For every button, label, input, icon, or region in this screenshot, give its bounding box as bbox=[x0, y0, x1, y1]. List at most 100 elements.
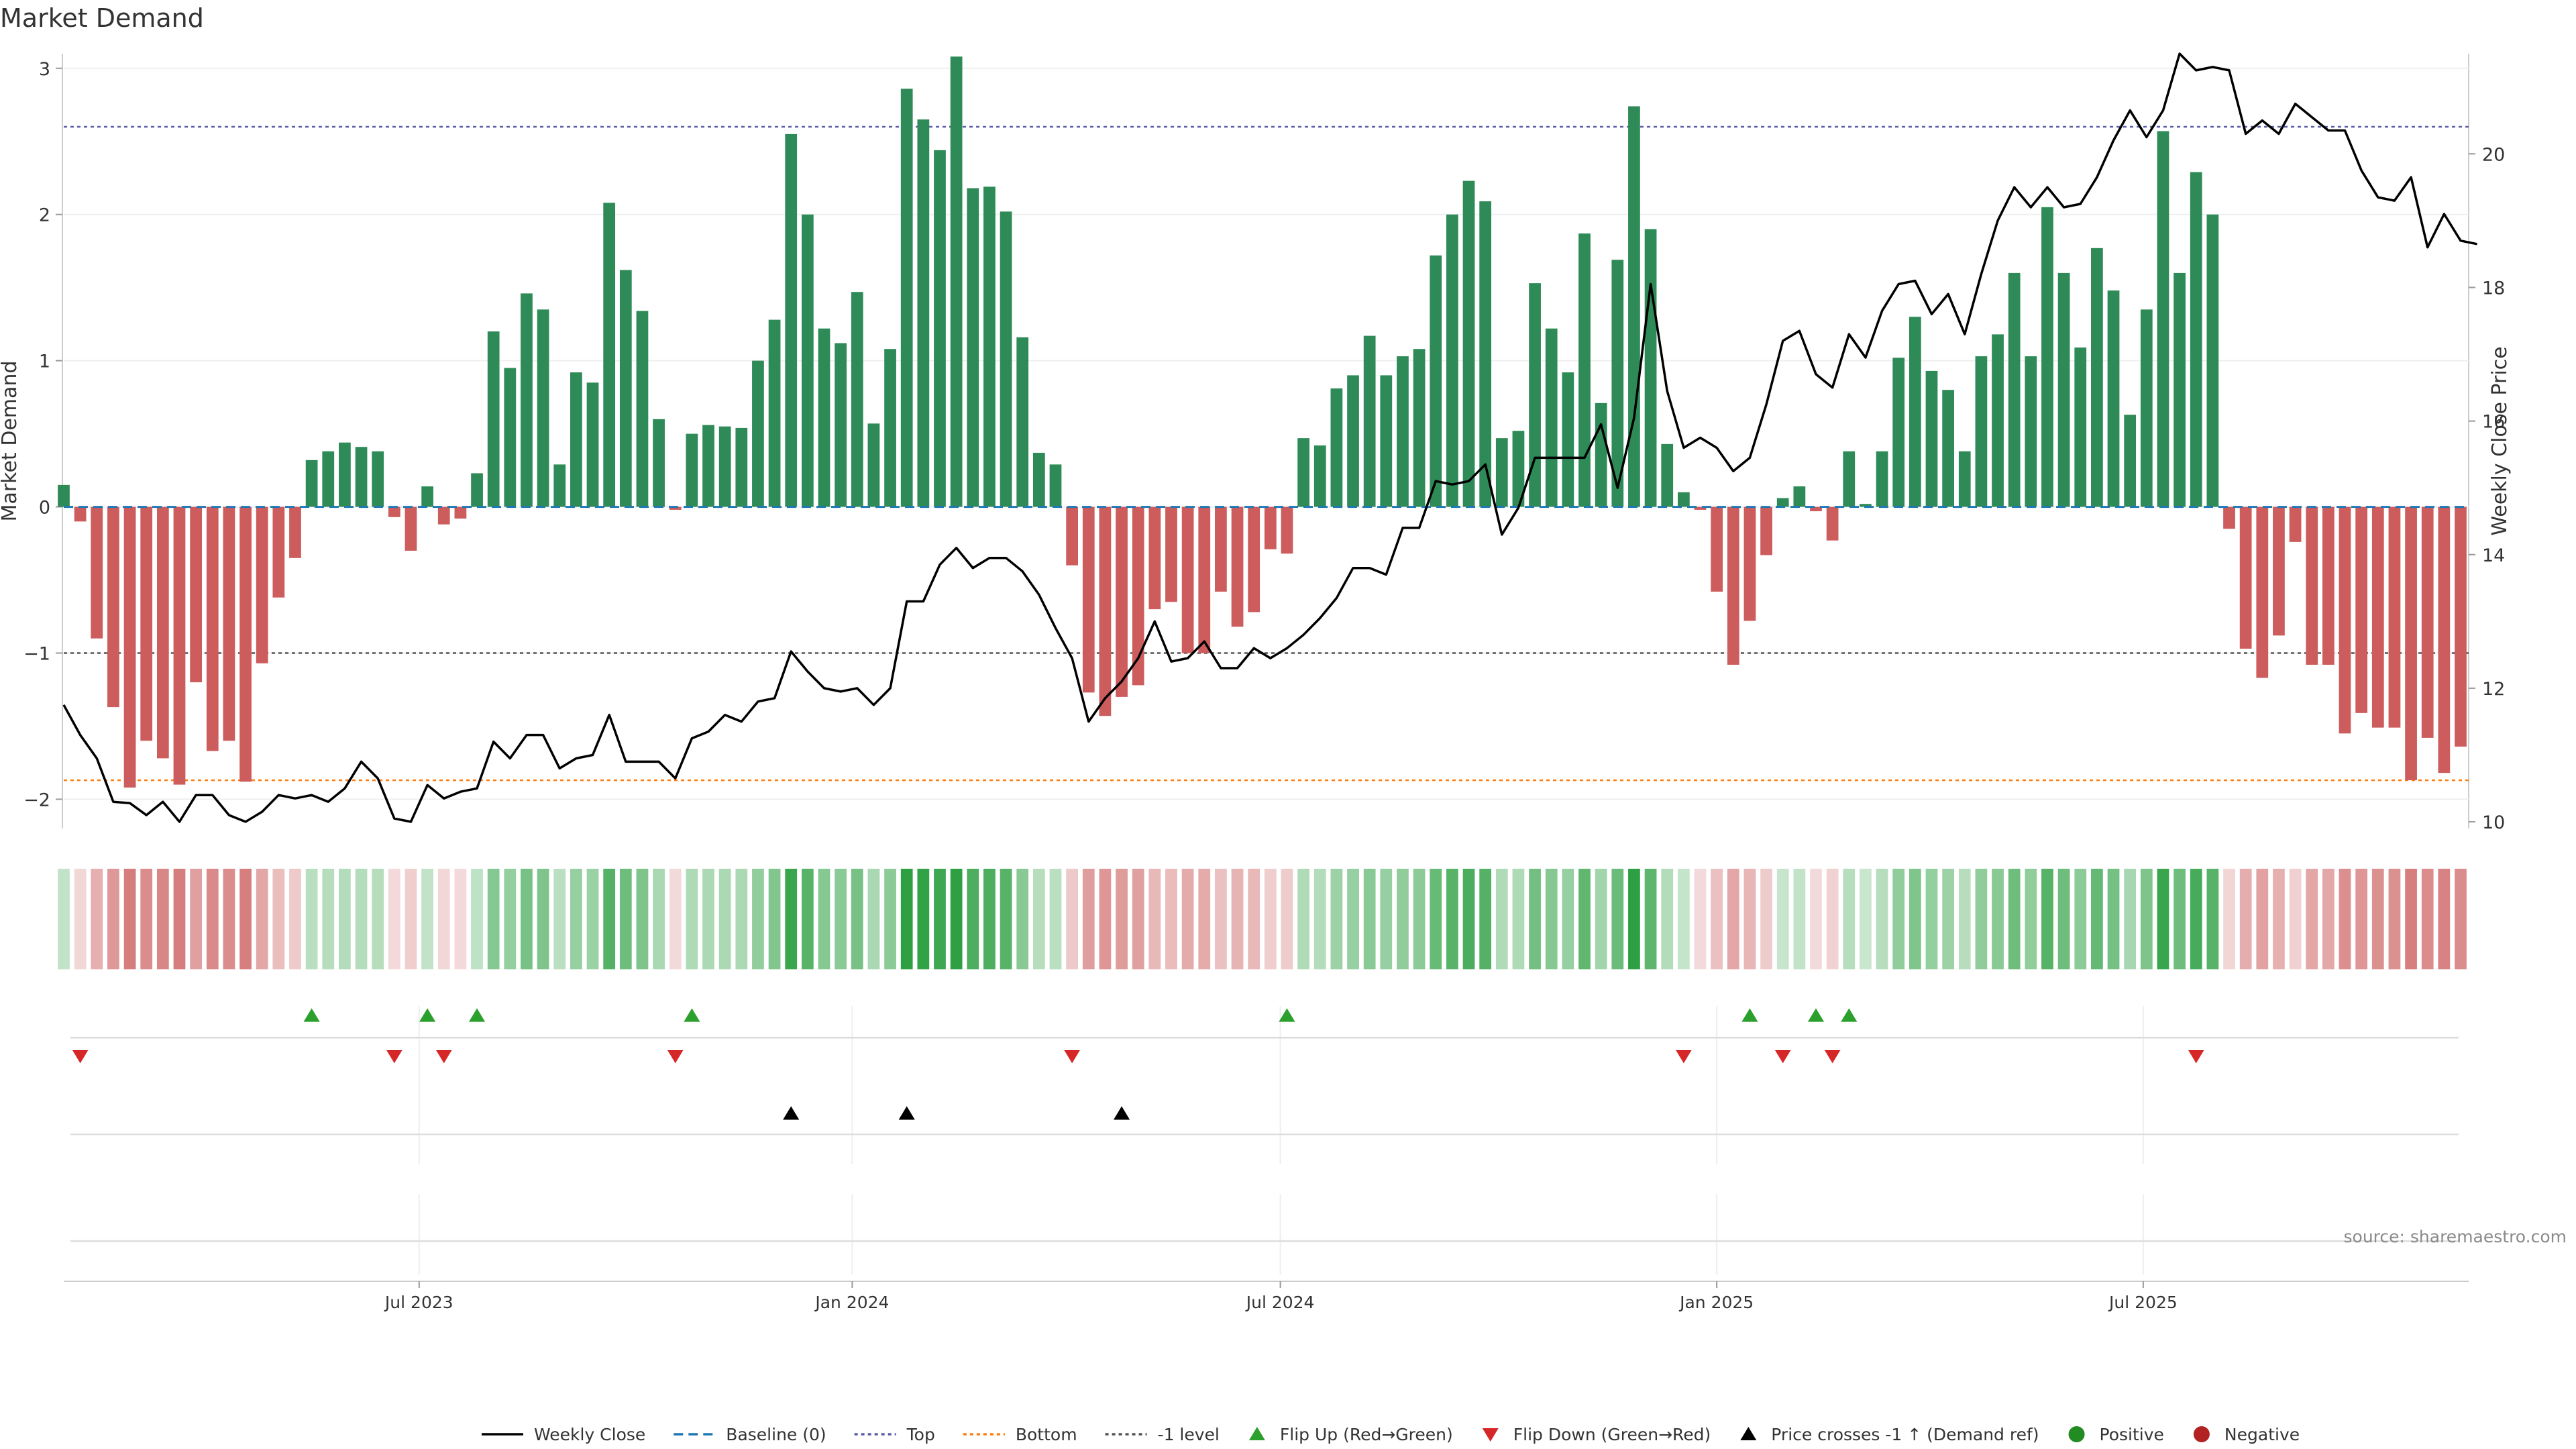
demand-bar bbox=[950, 56, 963, 507]
demand-bar bbox=[223, 506, 235, 741]
y-tick-label-right: 14 bbox=[2482, 545, 2505, 566]
demand-bar bbox=[785, 133, 798, 507]
heat-cell bbox=[702, 869, 714, 969]
heat-cell bbox=[2322, 869, 2334, 969]
demand-bar bbox=[1462, 180, 1475, 507]
demand-bar bbox=[900, 89, 913, 507]
heat-cell bbox=[934, 869, 946, 969]
demand-bar bbox=[1975, 356, 1988, 507]
price-cross-marker bbox=[1114, 1106, 1130, 1120]
flip-down-marker bbox=[1774, 1050, 1791, 1063]
heat-cell bbox=[1595, 869, 1607, 969]
heat-cell bbox=[1116, 869, 1128, 969]
demand-bar bbox=[1661, 443, 1674, 507]
demand-bar bbox=[2091, 248, 2103, 507]
demand-bar bbox=[2339, 506, 2351, 734]
heat-cell bbox=[1397, 869, 1409, 969]
demand-bar bbox=[140, 506, 153, 741]
heat-cell bbox=[818, 869, 830, 969]
demand-bar bbox=[1694, 506, 1707, 510]
demand-bar bbox=[1892, 358, 1905, 507]
y-tick-label-right: 18 bbox=[2482, 278, 2505, 299]
heat-cell bbox=[355, 869, 368, 969]
demand-bar bbox=[2455, 506, 2467, 747]
legend-swatch-triangle-down bbox=[1482, 1428, 1499, 1442]
legend-label: Bottom bbox=[1016, 1425, 1077, 1444]
legend-label: Price crosses -1 ↑ (Demand ref) bbox=[1771, 1425, 2039, 1444]
y-tick-label-right: 12 bbox=[2482, 679, 2505, 700]
demand-bar bbox=[1198, 506, 1211, 653]
empty-panel bbox=[70, 1194, 2459, 1275]
heat-cell bbox=[289, 869, 301, 969]
flip-up-marker bbox=[419, 1008, 436, 1022]
demand-bar bbox=[2421, 506, 2434, 738]
heat-cell bbox=[653, 869, 665, 969]
demand-bar bbox=[2322, 506, 2334, 665]
demand-bar bbox=[1958, 451, 1971, 507]
demand-bar bbox=[1413, 349, 1426, 507]
demand-bar bbox=[1677, 492, 1690, 507]
demand-bar bbox=[1380, 375, 1393, 507]
heat-cell bbox=[2057, 869, 2070, 969]
demand-bar bbox=[1397, 356, 1409, 507]
flip-up-marker bbox=[1279, 1008, 1295, 1022]
heat-cell bbox=[2371, 869, 2384, 969]
demand-bar bbox=[1743, 506, 1756, 621]
demand-bar bbox=[1545, 328, 1558, 507]
y-tick-label-left: −1 bbox=[23, 643, 50, 664]
demand-bar bbox=[752, 360, 764, 507]
demand-bar bbox=[1727, 506, 1739, 665]
flip-up-marker bbox=[469, 1008, 486, 1022]
heat-cell bbox=[74, 869, 87, 969]
x-tick-label: Jul 2025 bbox=[2108, 1293, 2178, 1312]
demand-bar bbox=[239, 506, 252, 782]
heat-cell bbox=[1529, 869, 1541, 969]
demand-bar bbox=[553, 464, 566, 507]
price-cross-marker bbox=[783, 1106, 800, 1120]
heat-cell bbox=[1677, 869, 1690, 969]
x-tick-label: Jul 2023 bbox=[384, 1293, 453, 1312]
legend-item: Positive bbox=[2068, 1425, 2164, 1444]
heat-cell bbox=[1628, 869, 1640, 969]
heat-cell bbox=[1892, 869, 1905, 969]
heat-cell bbox=[1545, 869, 1558, 969]
heat-cell bbox=[1132, 869, 1144, 969]
demand-bar bbox=[2124, 415, 2137, 507]
heat-cell bbox=[256, 869, 268, 969]
demand-bar bbox=[2074, 347, 2087, 507]
heat-cell bbox=[339, 869, 351, 969]
heat-cell bbox=[1148, 869, 1161, 969]
heat-cell bbox=[1066, 869, 1078, 969]
demand-bar bbox=[1529, 283, 1541, 507]
demand-bar bbox=[1032, 452, 1045, 507]
y-tick-label-left: 2 bbox=[39, 205, 50, 226]
heat-cell bbox=[1297, 869, 1309, 969]
demand-bar bbox=[388, 506, 400, 517]
heat-cell bbox=[1876, 869, 1888, 969]
legend-label: Flip Up (Red→Green) bbox=[1280, 1425, 1453, 1444]
legend-item: Top bbox=[854, 1425, 935, 1444]
heat-cell bbox=[619, 869, 632, 969]
y-tick-label-left: −2 bbox=[23, 790, 50, 810]
demand-bar bbox=[355, 447, 368, 507]
demand-bar bbox=[1132, 506, 1144, 686]
chart-title: Market Demand bbox=[0, 3, 204, 33]
heat-cell bbox=[884, 869, 896, 969]
demand-bar bbox=[272, 506, 285, 598]
heat-cell bbox=[1231, 869, 1244, 969]
demand-bar bbox=[686, 433, 698, 507]
heat-cell bbox=[421, 869, 433, 969]
demand-bar bbox=[1099, 506, 1112, 716]
demand-bar bbox=[1826, 506, 1839, 541]
demand-bar bbox=[1876, 451, 1888, 507]
demand-bar bbox=[1181, 506, 1194, 653]
heat-cell bbox=[1512, 869, 1525, 969]
heat-cell bbox=[950, 869, 963, 969]
demand-bar bbox=[91, 506, 103, 639]
heat-cell bbox=[2455, 869, 2467, 969]
heat-cell bbox=[1479, 869, 1492, 969]
demand-bar bbox=[867, 423, 880, 507]
heat-cell bbox=[835, 869, 847, 969]
heat-cell bbox=[1661, 869, 1674, 969]
demand-bar bbox=[768, 319, 781, 507]
